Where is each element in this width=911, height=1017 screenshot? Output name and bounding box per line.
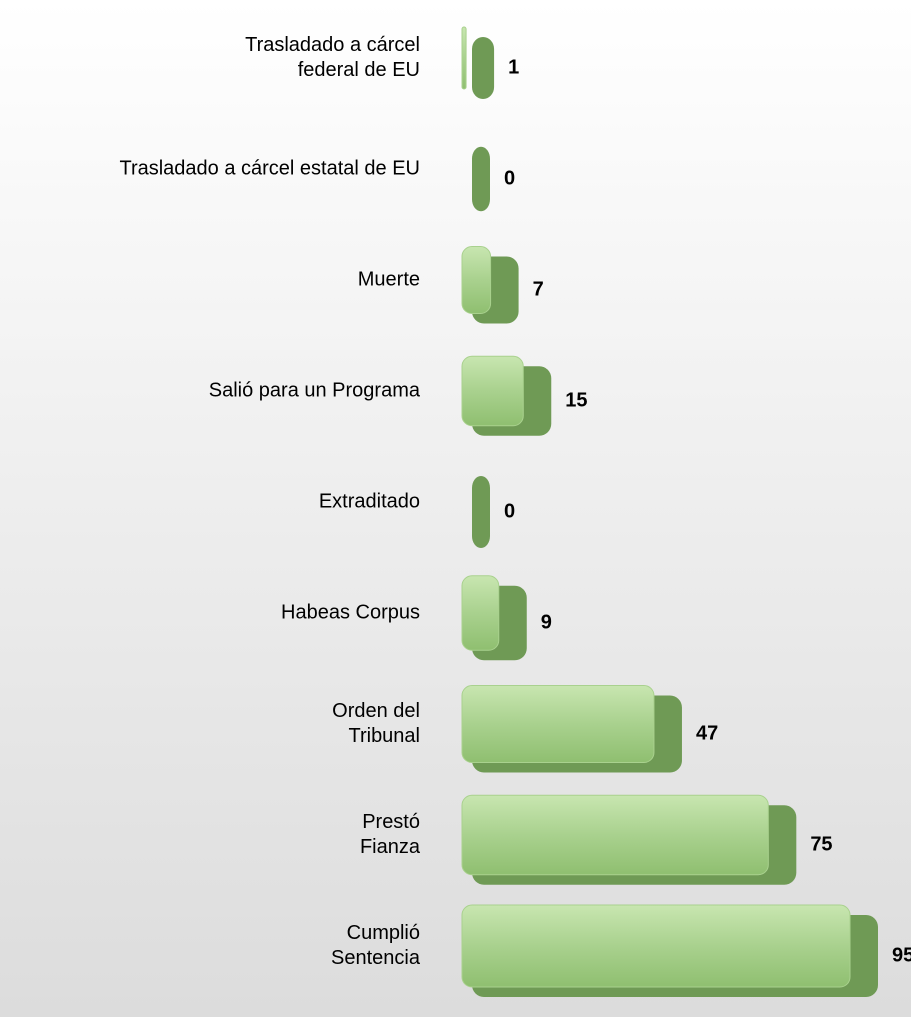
category-label: Muerte	[357, 268, 420, 291]
bar	[461, 355, 524, 427]
category-label: Prestó Fianza	[359, 811, 420, 858]
category-label: Orden del Tribunal	[332, 700, 420, 747]
bar-depth	[472, 37, 495, 99]
category-label: Salió para un Programa	[208, 379, 420, 402]
value-label: 1	[508, 56, 519, 78]
category-label: Trasladado a cárcel federal de EU	[245, 34, 420, 81]
value-label: 7	[533, 278, 544, 300]
category-label: Habeas Corpus	[281, 601, 420, 624]
value-label: 47	[696, 722, 718, 744]
bar	[461, 794, 769, 876]
bar	[461, 904, 851, 988]
value-label: 75	[810, 833, 832, 855]
category-label: Cumplió Sentencia	[331, 922, 420, 969]
value-label: 15	[565, 389, 587, 411]
value-label: 9	[541, 611, 552, 633]
bar	[461, 575, 500, 651]
bar	[461, 685, 655, 763]
value-label: 0	[504, 500, 515, 522]
bar-depth	[472, 476, 490, 548]
category-label: Extraditado	[318, 490, 420, 513]
bar	[461, 26, 467, 90]
category-label: Trasladado a cárcel estatal de EU	[119, 157, 420, 180]
value-label: 0	[504, 167, 515, 189]
bar-depth	[472, 146, 490, 212]
bar	[461, 246, 492, 314]
value-label: 95	[892, 944, 911, 966]
